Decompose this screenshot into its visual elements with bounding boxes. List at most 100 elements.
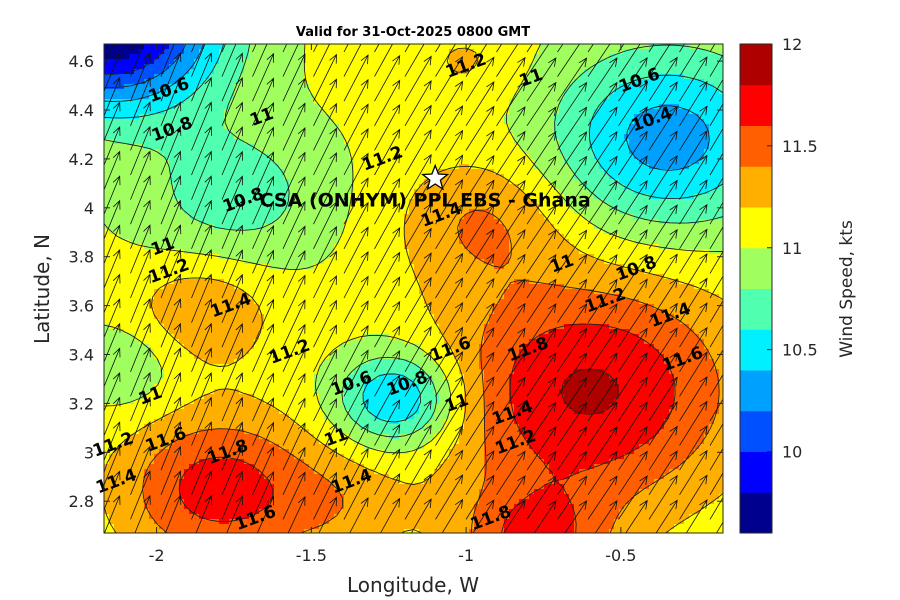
field-cell — [144, 134, 150, 140]
field-cell — [524, 94, 530, 100]
field-cell — [139, 54, 145, 60]
field-cell — [134, 239, 140, 245]
field-cell — [114, 49, 120, 55]
field-cell — [114, 64, 120, 70]
field-cell — [214, 104, 220, 110]
field-cell — [474, 99, 480, 105]
field-cell — [544, 219, 550, 225]
field-cell — [404, 74, 410, 80]
field-cell — [634, 84, 640, 90]
field-cell — [424, 224, 430, 230]
field-cell — [719, 209, 723, 215]
field-cell — [459, 139, 465, 145]
field-cell — [289, 234, 295, 240]
field-cell — [359, 209, 365, 215]
field-cell — [199, 64, 205, 70]
field-cell — [534, 154, 540, 160]
field-cell — [434, 189, 440, 195]
field-cell — [704, 219, 710, 225]
field-cell — [259, 64, 265, 70]
field-cell — [559, 229, 565, 235]
field-cell — [279, 79, 285, 85]
field-cell — [624, 169, 630, 175]
field-cell — [354, 189, 360, 195]
field-cell — [279, 114, 285, 120]
field-cell — [139, 134, 145, 140]
field-cell — [354, 169, 360, 175]
field-cell — [559, 134, 565, 140]
field-cell — [669, 79, 675, 85]
field-cell — [514, 84, 520, 90]
field-cell — [389, 154, 395, 160]
field-cell — [199, 129, 205, 135]
field-cell — [214, 224, 220, 230]
field-cell — [339, 169, 345, 175]
field-cell — [584, 234, 590, 240]
field-cell — [679, 199, 685, 205]
field-cell — [374, 59, 380, 65]
field-cell — [144, 129, 150, 135]
field-cell — [479, 59, 485, 65]
field-cell — [369, 79, 375, 85]
field-cell — [414, 164, 420, 170]
field-cell — [269, 219, 275, 225]
field-cell — [434, 199, 440, 205]
field-cell — [369, 49, 375, 55]
field-cell — [599, 69, 605, 75]
field-cell — [529, 144, 535, 150]
field-cell — [309, 224, 315, 230]
field-cell — [624, 189, 630, 195]
field-cell — [254, 229, 260, 235]
field-cell — [689, 159, 695, 165]
field-cell — [164, 214, 170, 220]
field-cell — [439, 199, 445, 205]
field-cell — [534, 69, 540, 75]
field-cell — [254, 179, 260, 185]
field-cell — [374, 204, 380, 210]
field-cell — [569, 214, 575, 220]
field-cell — [659, 124, 665, 130]
field-cell — [449, 159, 455, 165]
field-cell — [674, 189, 680, 195]
field-cell — [379, 239, 385, 245]
field-cell — [384, 64, 390, 70]
field-cell — [224, 224, 230, 230]
field-cell — [604, 49, 610, 55]
field-cell — [139, 229, 145, 235]
field-cell — [124, 174, 130, 180]
field-cell — [159, 114, 165, 120]
field-cell — [619, 59, 625, 65]
field-cell — [219, 199, 225, 205]
field-cell — [464, 54, 470, 60]
field-cell — [474, 149, 480, 155]
field-cell — [114, 119, 120, 125]
field-cell — [484, 229, 490, 235]
field-cell — [324, 234, 330, 240]
field-cell — [609, 124, 615, 130]
field-cell — [404, 224, 410, 230]
field-cell — [224, 84, 230, 90]
field-cell — [439, 229, 445, 235]
field-cell — [639, 74, 645, 80]
field-cell — [209, 209, 215, 215]
field-cell — [414, 239, 420, 245]
field-cell — [134, 154, 140, 160]
field-cell — [119, 164, 125, 170]
field-cell — [109, 234, 115, 240]
field-cell — [704, 64, 710, 70]
field-cell — [109, 174, 115, 180]
field-cell — [389, 164, 395, 170]
field-cell — [394, 194, 400, 200]
field-cell — [329, 239, 335, 245]
field-cell — [289, 134, 295, 140]
field-cell — [674, 124, 680, 130]
field-cell — [474, 49, 480, 55]
field-cell — [424, 129, 430, 135]
field-cell — [189, 114, 195, 120]
field-cell — [294, 114, 300, 120]
field-cell — [434, 149, 440, 155]
field-cell — [619, 229, 625, 235]
field-cell — [124, 164, 130, 170]
field-cell — [679, 104, 685, 110]
field-cell — [479, 124, 485, 130]
